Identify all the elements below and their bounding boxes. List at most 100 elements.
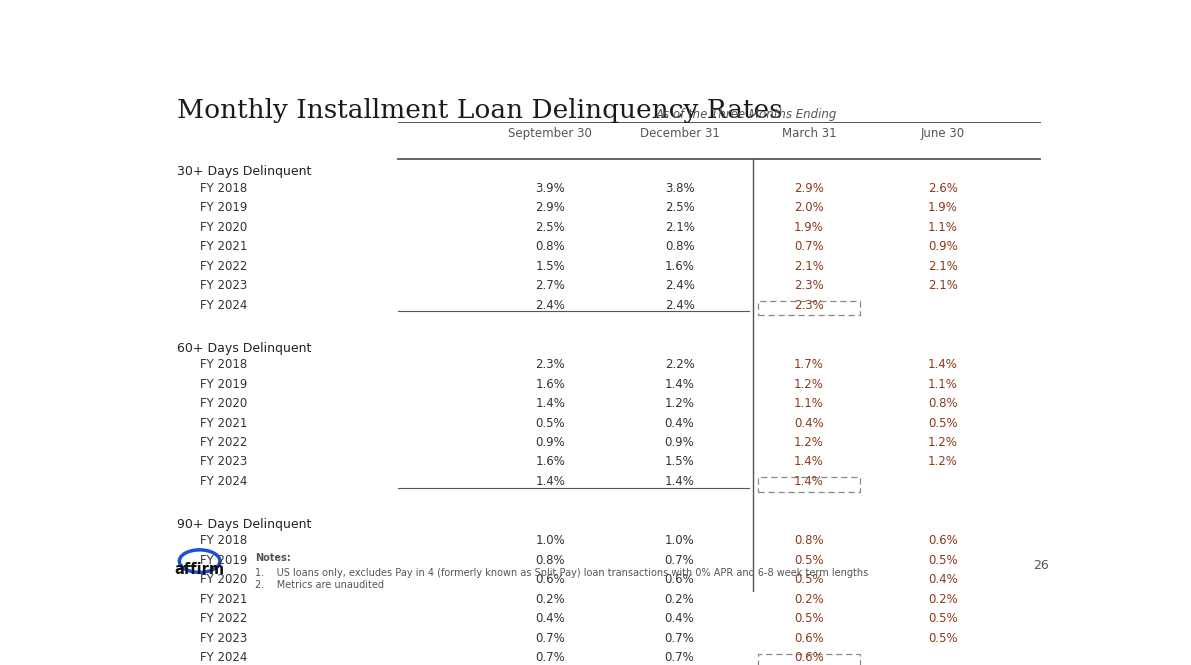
Text: 1.9%: 1.9% <box>794 221 824 234</box>
Text: 2.1%: 2.1% <box>794 260 824 273</box>
Text: 1.1%: 1.1% <box>794 397 824 410</box>
Text: 3.8%: 3.8% <box>665 182 694 195</box>
Text: FY 2018: FY 2018 <box>200 358 247 371</box>
Text: 2.4%: 2.4% <box>665 279 694 292</box>
Text: 0.8%: 0.8% <box>928 397 958 410</box>
Text: FY 2023: FY 2023 <box>200 632 247 645</box>
Text: 0.2%: 0.2% <box>794 593 824 606</box>
Text: 0.6%: 0.6% <box>794 632 824 645</box>
Text: 0.7%: 0.7% <box>665 554 694 567</box>
Text: 0.9%: 0.9% <box>536 436 566 449</box>
Text: 2.3%: 2.3% <box>794 299 824 312</box>
Text: 1.4%: 1.4% <box>794 456 824 468</box>
Text: 0.6%: 0.6% <box>665 573 694 587</box>
Text: 0.5%: 0.5% <box>794 554 824 567</box>
Text: 0.9%: 0.9% <box>928 240 958 253</box>
Text: FY 2022: FY 2022 <box>200 612 247 625</box>
Text: 90+ Days Delinquent: 90+ Days Delinquent <box>176 518 311 531</box>
Text: 1.6%: 1.6% <box>665 260 694 273</box>
Text: March 31: March 31 <box>781 128 836 140</box>
Text: FY 2024: FY 2024 <box>200 299 247 312</box>
Text: 0.9%: 0.9% <box>665 436 694 449</box>
Text: 0.7%: 0.7% <box>794 240 824 253</box>
Text: FY 2020: FY 2020 <box>200 221 247 234</box>
Text: FY 2020: FY 2020 <box>200 573 247 587</box>
Bar <box>757 301 860 315</box>
Text: 1.6%: 1.6% <box>536 378 566 390</box>
Text: 1.9%: 1.9% <box>928 201 958 214</box>
Text: 0.5%: 0.5% <box>536 416 566 430</box>
Text: 0.8%: 0.8% <box>794 535 824 547</box>
Text: 2.1%: 2.1% <box>928 279 958 292</box>
Text: FY 2021: FY 2021 <box>200 240 247 253</box>
Text: 0.4%: 0.4% <box>928 573 958 587</box>
Text: 0.6%: 0.6% <box>536 573 566 587</box>
Text: 60+ Days Delinquent: 60+ Days Delinquent <box>176 342 311 354</box>
Text: 1.2%: 1.2% <box>928 436 958 449</box>
Text: 0.6%: 0.6% <box>928 535 958 547</box>
Text: FY 2019: FY 2019 <box>200 201 247 214</box>
Text: 2.4%: 2.4% <box>665 299 694 312</box>
Text: 1.2%: 1.2% <box>928 456 958 468</box>
Text: 2.6%: 2.6% <box>928 182 958 195</box>
Text: affirm: affirm <box>175 562 225 577</box>
Text: FY 2020: FY 2020 <box>200 397 247 410</box>
Text: December 31: December 31 <box>640 128 719 140</box>
Text: 0.4%: 0.4% <box>794 416 824 430</box>
Text: 2.3%: 2.3% <box>536 358 566 371</box>
Text: 1.4%: 1.4% <box>794 475 824 488</box>
Text: 0.5%: 0.5% <box>928 554 958 567</box>
Bar <box>757 477 860 492</box>
Text: 2.7%: 2.7% <box>536 279 566 292</box>
Text: 0.4%: 0.4% <box>665 612 694 625</box>
Text: FY 2022: FY 2022 <box>200 436 247 449</box>
Text: 0.7%: 0.7% <box>536 632 566 645</box>
Text: 1.0%: 1.0% <box>536 535 566 547</box>
Text: 0.2%: 0.2% <box>536 593 566 606</box>
Text: 1.5%: 1.5% <box>665 456 694 468</box>
Text: As of the Three Months Ending: As of the Three Months Ending <box>656 108 837 121</box>
Text: FY 2023: FY 2023 <box>200 456 247 468</box>
Text: 2.9%: 2.9% <box>536 201 566 214</box>
Text: 1.4%: 1.4% <box>536 397 566 410</box>
Text: 0.5%: 0.5% <box>794 573 824 587</box>
Text: FY 2019: FY 2019 <box>200 554 247 567</box>
Text: FY 2023: FY 2023 <box>200 279 247 292</box>
Text: 30+ Days Delinquent: 30+ Days Delinquent <box>176 166 311 178</box>
Text: 1.1%: 1.1% <box>928 221 958 234</box>
Text: 1.2%: 1.2% <box>794 436 824 449</box>
Text: 1.4%: 1.4% <box>536 475 566 488</box>
Text: 2.4%: 2.4% <box>536 299 566 312</box>
Text: 2.5%: 2.5% <box>536 221 566 234</box>
Text: 1.0%: 1.0% <box>665 535 694 547</box>
Text: 0.7%: 0.7% <box>665 632 694 645</box>
Text: 2.2%: 2.2% <box>665 358 694 371</box>
Text: 1.4%: 1.4% <box>665 475 694 488</box>
Text: 2.3%: 2.3% <box>794 279 824 292</box>
Text: FY 2024: FY 2024 <box>200 475 247 488</box>
Text: 1.    US loans only, excludes Pay in 4 (formerly known as Split Pay) loan transa: 1. US loans only, excludes Pay in 4 (for… <box>255 568 868 578</box>
Text: 1.7%: 1.7% <box>794 358 824 371</box>
Text: 1.5%: 1.5% <box>536 260 566 273</box>
Text: FY 2018: FY 2018 <box>200 182 247 195</box>
Text: 1.2%: 1.2% <box>665 397 694 410</box>
Text: 0.4%: 0.4% <box>536 612 566 625</box>
Text: 1.1%: 1.1% <box>928 378 958 390</box>
Text: 2.    Metrics are unaudited: 2. Metrics are unaudited <box>255 580 384 590</box>
Text: Monthly Installment Loan Delinquency Rates: Monthly Installment Loan Delinquency Rat… <box>176 98 782 123</box>
Text: 3.9%: 3.9% <box>536 182 566 195</box>
Text: 26: 26 <box>1033 559 1049 571</box>
Text: September 30: September 30 <box>509 128 592 140</box>
Text: 2.9%: 2.9% <box>794 182 824 195</box>
Text: 0.2%: 0.2% <box>665 593 694 606</box>
Text: 0.8%: 0.8% <box>536 554 566 567</box>
Text: 2.1%: 2.1% <box>665 221 694 234</box>
Text: 0.4%: 0.4% <box>665 416 694 430</box>
Text: 0.8%: 0.8% <box>536 240 566 253</box>
Text: FY 2019: FY 2019 <box>200 378 247 390</box>
Text: 0.5%: 0.5% <box>794 612 824 625</box>
Text: 1.6%: 1.6% <box>536 456 566 468</box>
Text: FY 2021: FY 2021 <box>200 416 247 430</box>
Text: June 30: June 30 <box>921 128 965 140</box>
Text: FY 2018: FY 2018 <box>200 535 247 547</box>
